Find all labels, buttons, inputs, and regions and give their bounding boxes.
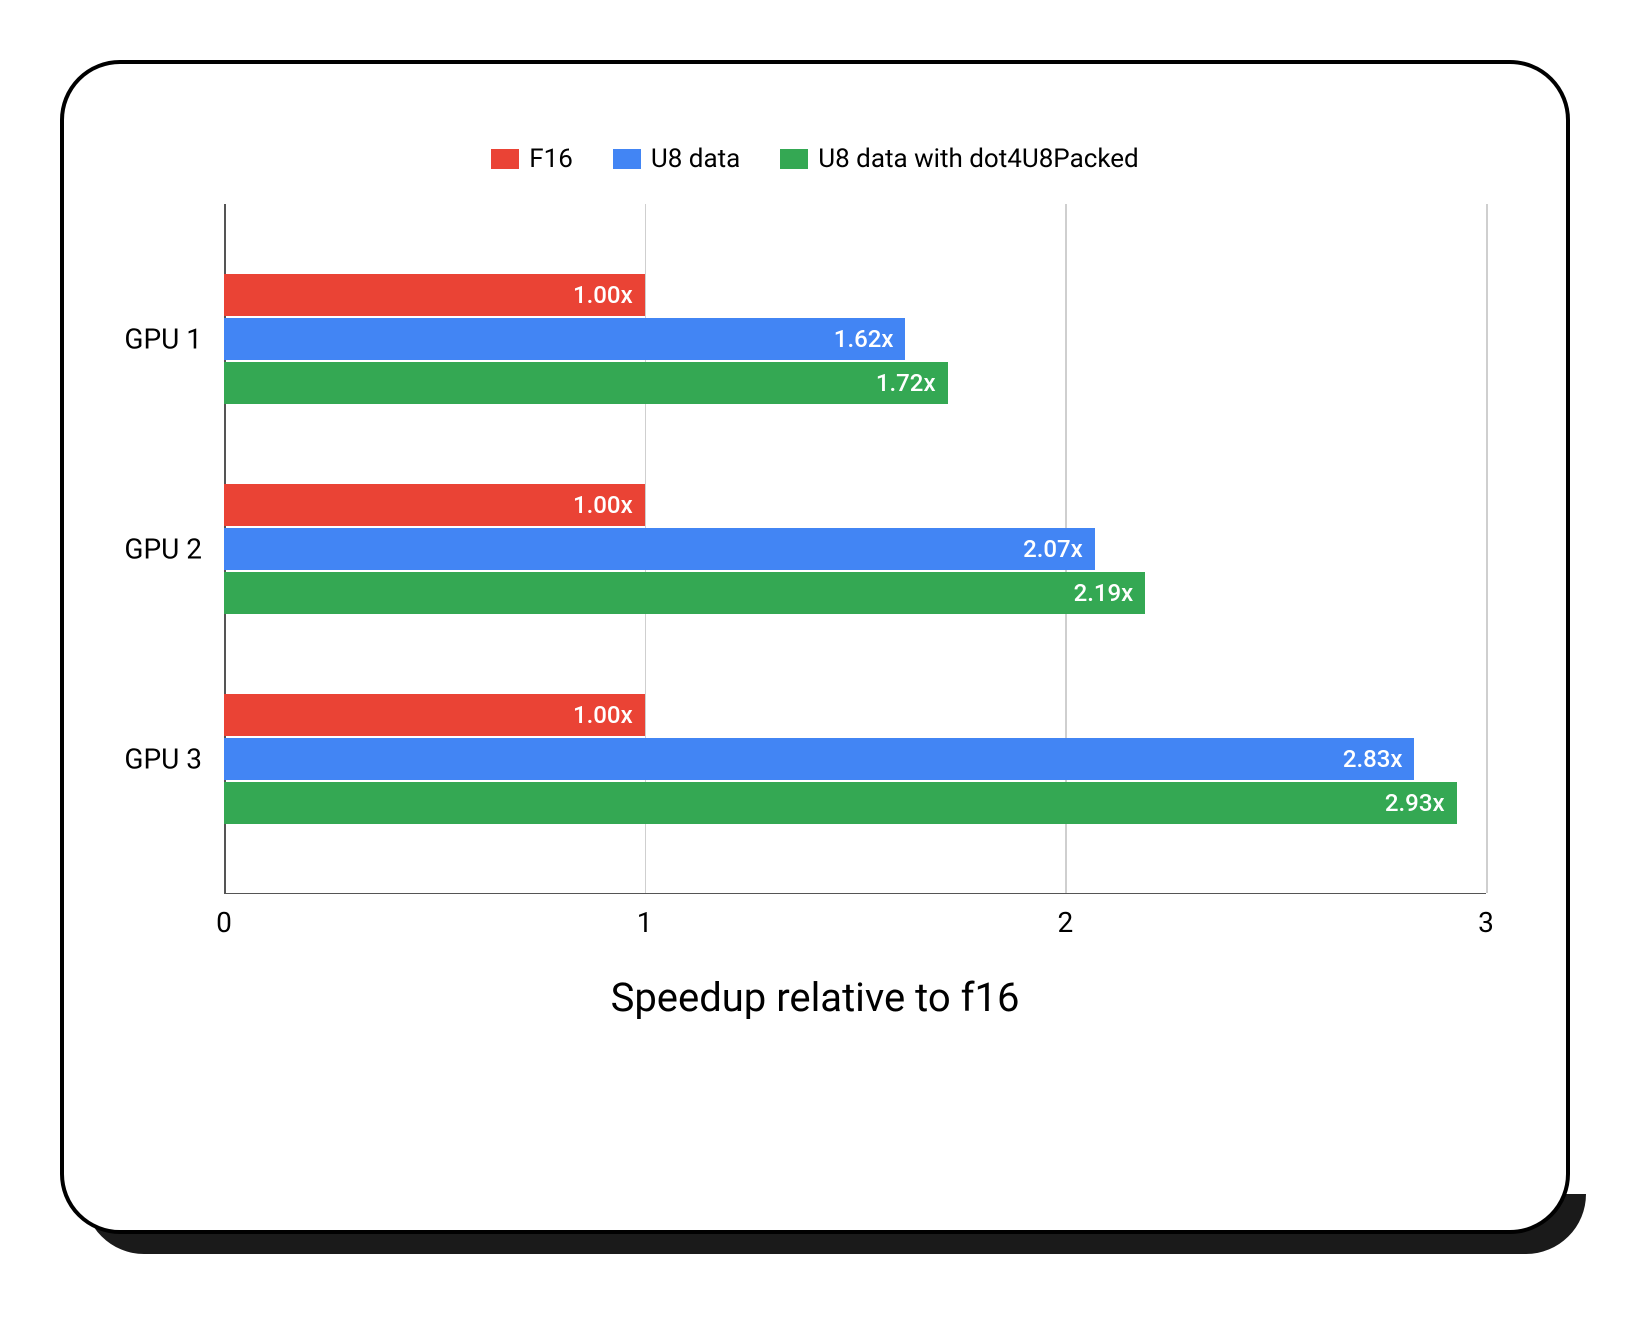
x-tick-label: 1 (637, 906, 653, 939)
x-tick-label: 0 (216, 906, 232, 939)
bar-value-label: 1.00x (573, 281, 633, 309)
chart-card: F16 U8 data U8 data with dot4U8Packed GPU … (60, 60, 1570, 1234)
bar-group: GPU 31.00x2.83x2.93x (224, 694, 1486, 824)
bar-group: GPU 21.00x2.07x2.19x (224, 484, 1486, 614)
legend-label: U8 data with dot4U8Packed (818, 144, 1138, 174)
category-label: GPU 1 (114, 323, 214, 356)
bar-value-label: 1.72x (876, 369, 936, 397)
plot-area: GPU 11.00x1.62x1.72xGPU 21.00x2.07x2.19x… (224, 204, 1486, 894)
bar: 1.00x (224, 484, 645, 526)
bar-value-label: 2.93x (1385, 789, 1445, 817)
legend: F16 U8 data U8 data with dot4U8Packed (114, 144, 1516, 174)
category-label: GPU 2 (114, 533, 214, 566)
bar-value-label: 1.62x (834, 325, 894, 353)
gridline (1486, 204, 1488, 893)
bar-value-label: 2.07x (1023, 535, 1083, 563)
bar: 2.93x (224, 782, 1457, 824)
bar: 1.00x (224, 274, 645, 316)
chart-area: GPU 11.00x1.62x1.72xGPU 21.00x2.07x2.19x… (224, 204, 1486, 964)
legend-swatch (491, 149, 519, 169)
bar: 1.72x (224, 362, 948, 404)
bar: 2.19x (224, 572, 1145, 614)
legend-item: F16 (491, 144, 573, 174)
bar-value-label: 2.83x (1343, 745, 1403, 773)
legend-item: U8 data (613, 144, 740, 174)
legend-swatch (780, 149, 808, 169)
x-tick-label: 3 (1478, 906, 1494, 939)
x-tick-label: 2 (1057, 906, 1073, 939)
legend-swatch (613, 149, 641, 169)
bar: 2.07x (224, 528, 1095, 570)
bar-group: GPU 11.00x1.62x1.72x (224, 274, 1486, 404)
legend-label: U8 data (651, 144, 740, 174)
bar: 1.00x (224, 694, 645, 736)
bar: 2.83x (224, 738, 1414, 780)
bar-value-label: 1.00x (573, 491, 633, 519)
bar-value-label: 2.19x (1074, 579, 1134, 607)
bar: 1.62x (224, 318, 905, 360)
x-axis-title: Speedup relative to f16 (114, 974, 1516, 1021)
bar-value-label: 1.00x (573, 701, 633, 729)
category-label: GPU 3 (114, 743, 214, 776)
legend-label: F16 (529, 144, 573, 174)
legend-item: U8 data with dot4U8Packed (780, 144, 1138, 174)
